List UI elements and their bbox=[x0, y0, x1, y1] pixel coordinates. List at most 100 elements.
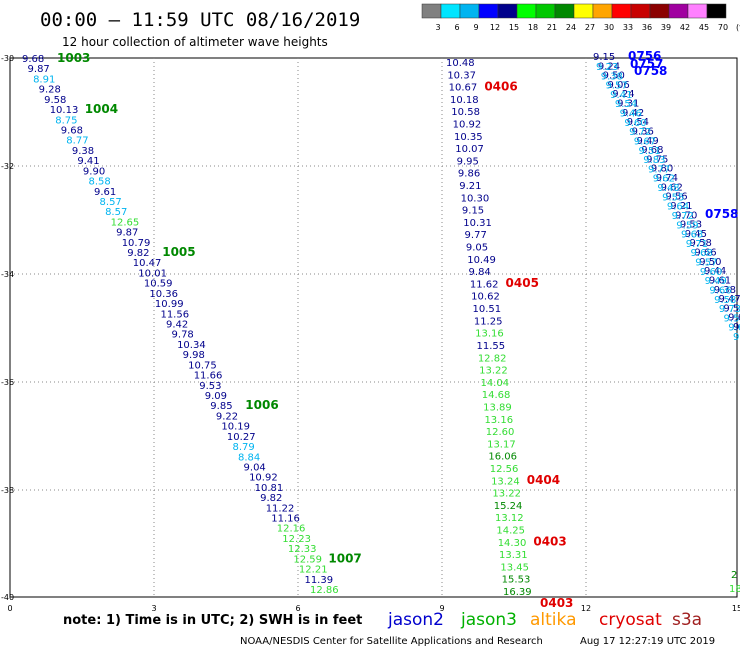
wave-height-value: 13.22 bbox=[479, 366, 508, 377]
scale-swatch bbox=[668, 3, 689, 19]
scale-swatch bbox=[421, 3, 442, 19]
scale-swatch bbox=[687, 3, 708, 19]
wave-height-value: 9.44 bbox=[704, 266, 726, 277]
wave-height-value: 13.17 bbox=[487, 439, 516, 450]
wave-height-value: 11.55 bbox=[476, 341, 505, 352]
wave-height-value: 16.39 bbox=[503, 587, 532, 598]
satellite-legend: jason2 jason3 altika cryosat s3a bbox=[387, 610, 702, 630]
wave-height-value: 9.52 bbox=[723, 303, 740, 314]
wave-height-value: 9.28 bbox=[39, 85, 61, 96]
wave-height-value: 13.22 bbox=[492, 489, 521, 500]
scale-label: (ft) bbox=[736, 23, 740, 32]
wave-height-value: 8.79 bbox=[232, 442, 254, 453]
x-tick-label: 6 bbox=[295, 604, 300, 613]
scale-label: 70 bbox=[718, 23, 728, 32]
wave-height-value: 9.50 bbox=[603, 71, 625, 82]
wave-height-value: 9.82 bbox=[127, 248, 149, 259]
pass-time-label: 0406 bbox=[484, 79, 517, 93]
wave-height-value: 9.66 bbox=[694, 248, 716, 259]
wave-height-value: 9.58 bbox=[690, 238, 712, 249]
scale-label: 21 bbox=[547, 23, 557, 32]
wave-height-value: 9.54 bbox=[615, 99, 637, 110]
wave-height-value: 9.49 bbox=[636, 136, 658, 147]
scale-swatch bbox=[573, 3, 594, 19]
wave-height-value: 10.13 bbox=[50, 105, 79, 116]
wave-height-value: 9.87 bbox=[28, 64, 50, 75]
wave-height-value: 9.70 bbox=[733, 322, 740, 333]
wave-height-value: 9.68 bbox=[22, 54, 44, 65]
scale-label: 36 bbox=[642, 23, 652, 32]
wave-height-value: 9.21 bbox=[670, 201, 692, 212]
wave-height-value: 11.56 bbox=[160, 309, 189, 320]
pass-time-label: 1006 bbox=[245, 398, 278, 412]
scale-label: 30 bbox=[604, 23, 614, 32]
wave-height-value: 9.41 bbox=[77, 156, 99, 167]
wave-height-value: 9.68 bbox=[690, 248, 712, 259]
y-tick-label: -34 bbox=[1, 270, 14, 279]
legend-cryosat: cryosat bbox=[599, 610, 662, 630]
wave-height-value: 10.62 bbox=[471, 292, 500, 303]
satellite-tracks: 9.689.878.919.289.5810.138.759.688.779.3… bbox=[22, 49, 740, 610]
wave-height-value: 10.59 bbox=[144, 279, 173, 290]
scale-swatch bbox=[611, 3, 632, 19]
wave-height-value: 9.05 bbox=[466, 243, 488, 254]
wave-height-value: 9.67 bbox=[634, 136, 656, 147]
wave-height-value: 10.48 bbox=[446, 58, 475, 69]
wave-height-value: 9.63 bbox=[681, 230, 703, 241]
wave-height-value: 11.22 bbox=[266, 503, 295, 514]
wave-height-value: 13.16 bbox=[484, 415, 513, 426]
wave-height-value: 9.38 bbox=[714, 285, 736, 296]
wave-height-value: 14.04 bbox=[480, 378, 509, 389]
chart-subtitle: 12 hour collection of altimeter wave hei… bbox=[62, 35, 328, 49]
wave-height-value: 13.45 bbox=[500, 562, 529, 573]
wave-height-value: 8.91 bbox=[33, 74, 55, 85]
wave-height-value: 9.53 bbox=[199, 381, 221, 392]
wave-height-value: 8.84 bbox=[238, 452, 260, 463]
scale-swatch bbox=[706, 3, 727, 19]
wave-height-value: 10.99 bbox=[155, 299, 184, 310]
wave-height-value: 10.37 bbox=[447, 70, 476, 81]
plot-frame bbox=[9, 57, 738, 598]
wave-height-value: 9.55 bbox=[733, 332, 740, 343]
legend-jason3: jason3 bbox=[460, 610, 517, 630]
wave-height-value: 10.92 bbox=[453, 120, 482, 131]
wave-height-value: 9.57 bbox=[695, 258, 717, 269]
pass-time-label: 0758 bbox=[705, 207, 738, 221]
wave-height-value: 9.82 bbox=[260, 493, 282, 504]
wave-height-value: 9.85 bbox=[210, 401, 232, 412]
wave-height-value: 10.07 bbox=[455, 144, 484, 155]
wave-height-value: 9.68 bbox=[641, 145, 663, 156]
wave-height-value: 15.53 bbox=[502, 575, 531, 586]
wave-height-value: 12.86 bbox=[310, 585, 339, 596]
wave-height-value: 9.87 bbox=[116, 228, 138, 239]
wave-height-value: 12.33 bbox=[288, 544, 317, 555]
wave-height-value: 9.77 bbox=[648, 164, 670, 175]
wave-height-value: 12.82 bbox=[478, 353, 507, 364]
scale-label: 39 bbox=[661, 23, 671, 32]
wave-height-value: 9.56 bbox=[665, 192, 687, 203]
chart-title: 00:00 – 11:59 UTC 08/16/2019 bbox=[40, 9, 360, 31]
wave-height-value: 10.47 bbox=[133, 258, 162, 269]
scale-label: 9 bbox=[473, 23, 478, 32]
wave-height-value: 10.30 bbox=[461, 193, 490, 204]
wave-height-value: 9.58 bbox=[714, 295, 736, 306]
wave-height-value: 9.86 bbox=[458, 169, 480, 180]
scale-swatch bbox=[535, 3, 556, 19]
scale-swatch bbox=[630, 3, 651, 19]
wave-height-value: 9.90 bbox=[83, 166, 105, 177]
scale-label: 15 bbox=[509, 23, 519, 32]
scale-swatch bbox=[459, 3, 480, 19]
pass-time-label: 0756 bbox=[628, 49, 661, 63]
wave-height-value: 10.49 bbox=[467, 255, 496, 266]
y-tick-label: -38 bbox=[1, 486, 14, 495]
wave-height-value: 9.80 bbox=[651, 164, 673, 175]
wave-height-value: 10.19 bbox=[221, 422, 250, 433]
wave-height-value: 16.06 bbox=[488, 452, 517, 463]
wave-height-value: 9.62 bbox=[661, 182, 683, 193]
wave-height-value: 9.62 bbox=[728, 323, 740, 334]
wave-height-value: 9.15 bbox=[462, 206, 484, 217]
wave-height-value: 9.36 bbox=[632, 126, 654, 137]
wave-height-value: 15.24 bbox=[494, 501, 523, 512]
wave-height-value: 10.81 bbox=[255, 483, 284, 494]
footer-credit: NOAA/NESDIS Center for Satellite Applica… bbox=[240, 636, 543, 647]
